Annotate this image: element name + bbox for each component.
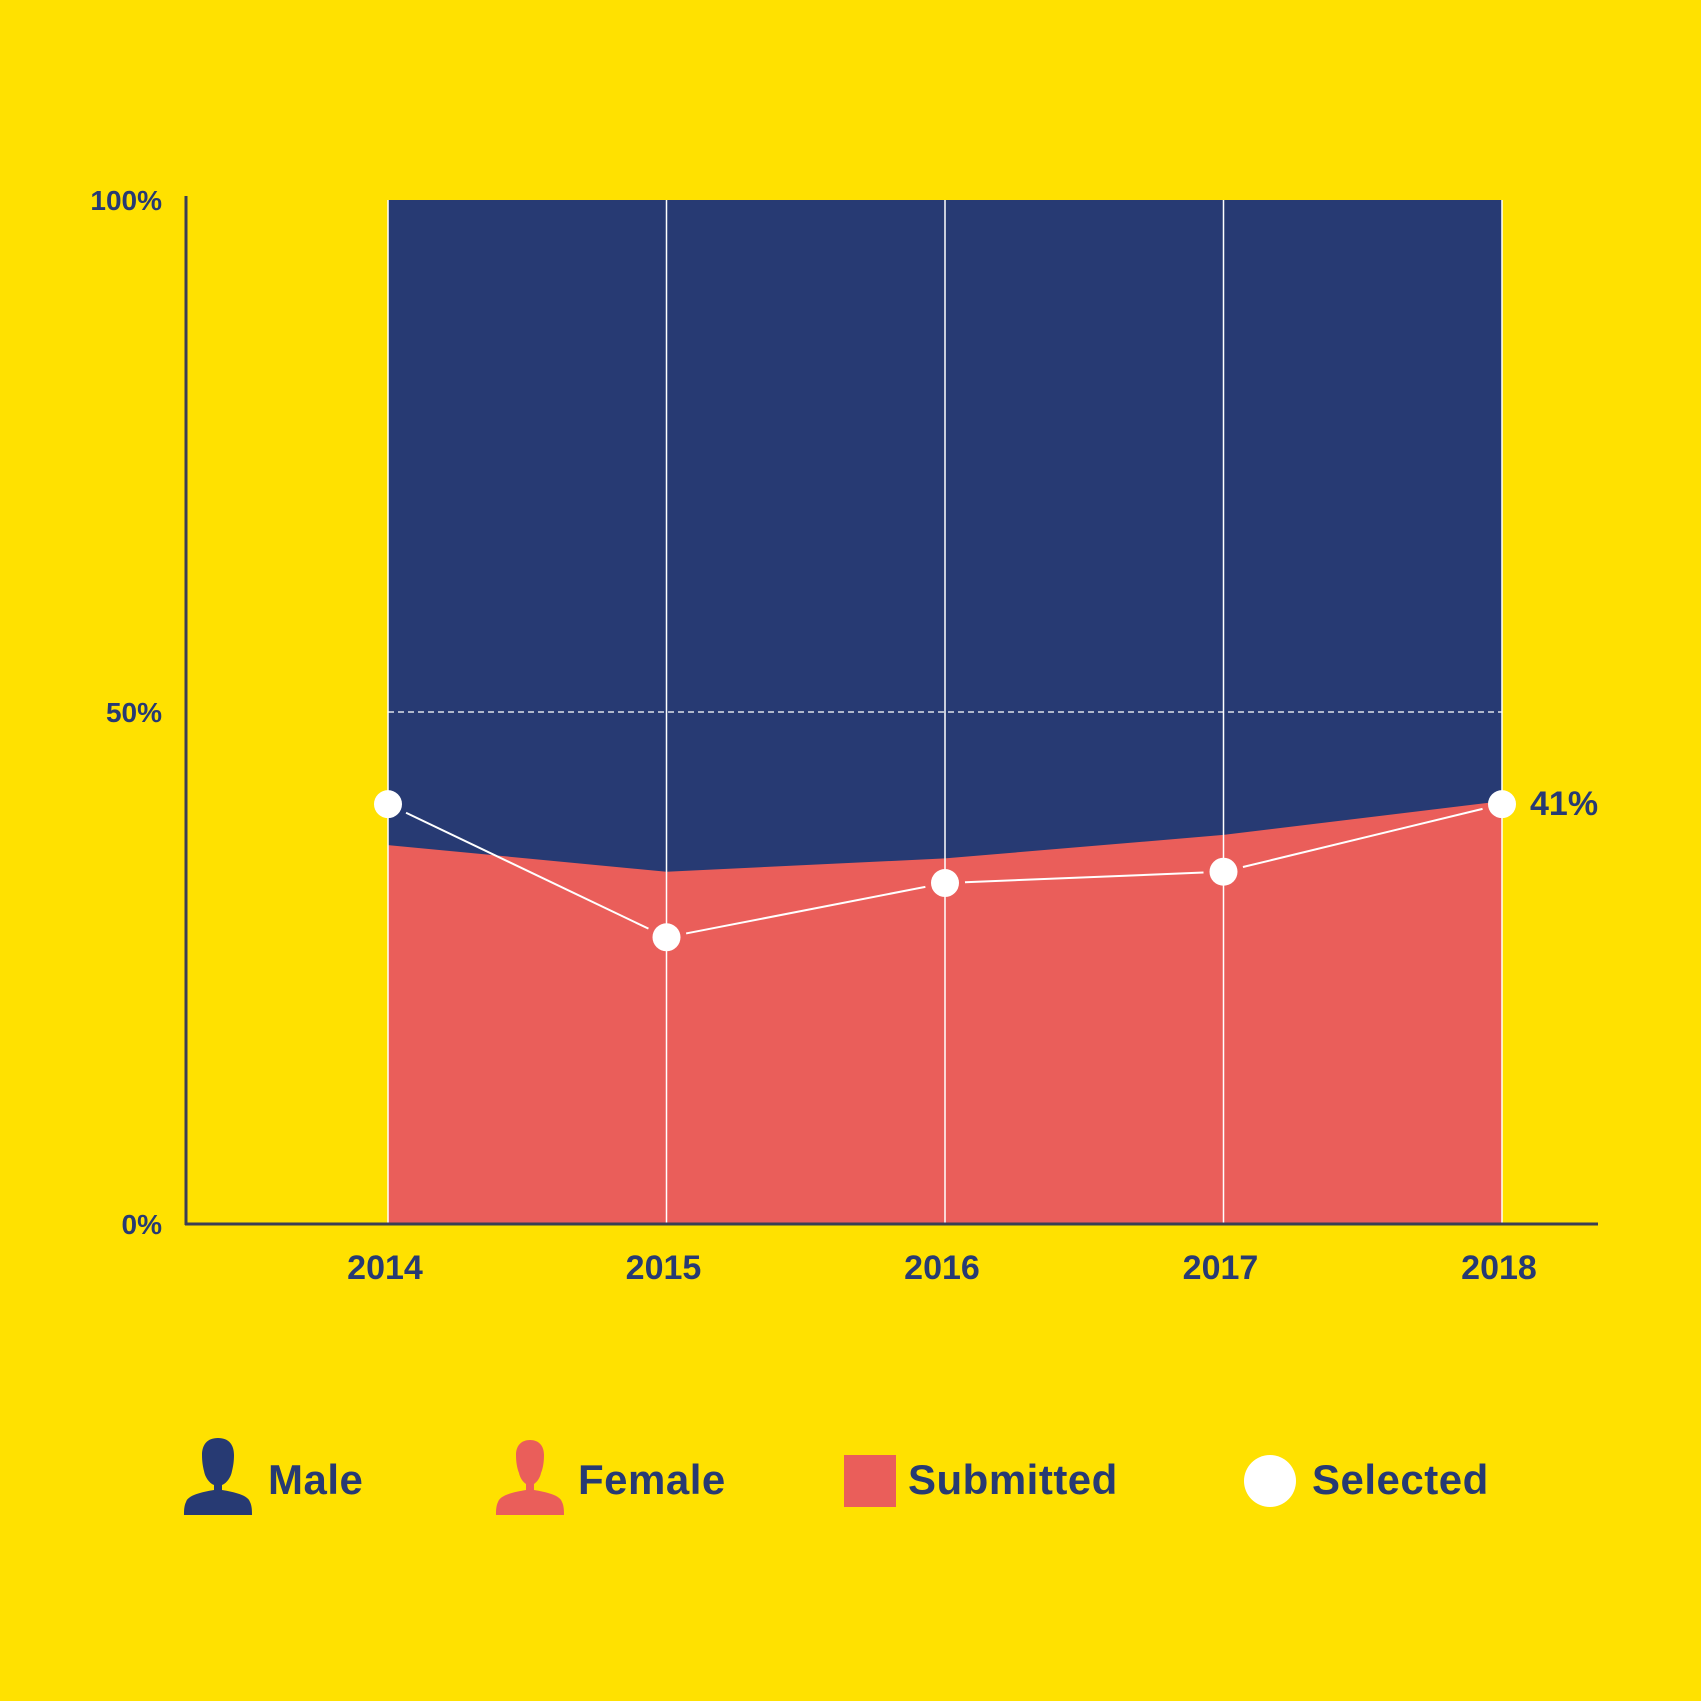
plot-area [387,200,1503,1224]
male-person-icon [184,1438,252,1515]
x-tick-label: 2017 [1183,1249,1259,1287]
selected-line-segment [685,885,926,935]
selected-point-2017 [1209,857,1238,886]
selected-line-segment [964,871,1204,884]
legend-label-female: Female [578,1456,726,1503]
legend-label-selected: Selected [1312,1456,1489,1503]
annotation-label: 41% [1530,785,1598,823]
x-tick-label: 2016 [904,1249,980,1287]
selected-series: 41% [374,785,1598,952]
axes: 0% 50% 100% 2014 2015 2016 2017 2018 [90,185,1598,1287]
selected-point-2018 [1488,790,1516,819]
y-tick-label: 0% [122,1209,163,1240]
y-tick-label: 100% [90,185,162,216]
female-person-icon [496,1440,564,1515]
legend-label-male: Male [268,1456,364,1503]
selected-swatch [1244,1455,1296,1507]
selected-line-segment [1242,807,1483,868]
female-person-shape [496,1440,564,1515]
submitted-swatch [844,1455,896,1507]
x-tick-label: 2014 [347,1249,423,1287]
x-tick-label: 2018 [1461,1249,1537,1287]
selected-point-2016 [931,869,959,898]
legend-label-submitted: Submitted [908,1456,1118,1503]
selected-line-segment [405,811,649,930]
x-tick-label: 2015 [626,1249,702,1287]
selected-point-2015 [652,923,681,952]
selected-point-2014 [374,790,402,819]
male-person-shape [184,1438,252,1515]
y-tick-label: 50% [106,697,162,728]
legend: Male Female Submitted Selected [0,1430,1701,1530]
